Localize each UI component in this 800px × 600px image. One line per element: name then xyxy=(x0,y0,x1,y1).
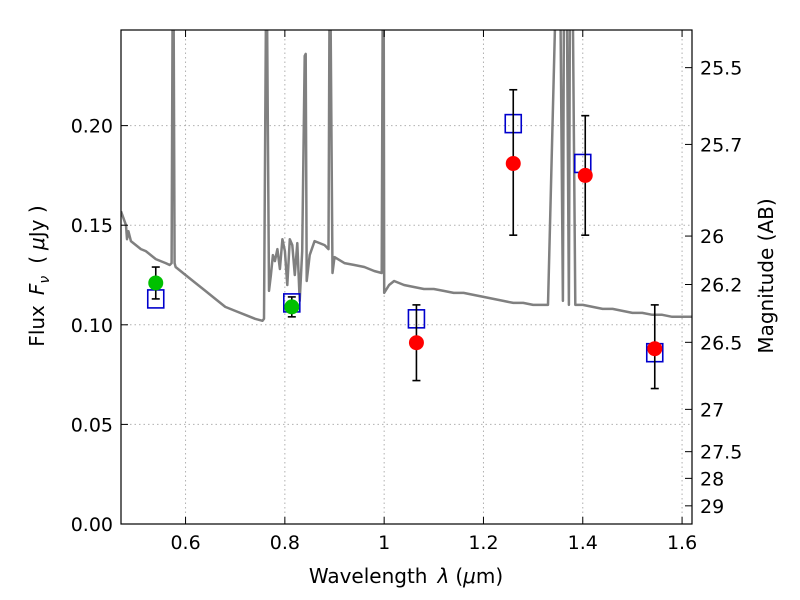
y-tick-label: 0.05 xyxy=(71,414,113,436)
y-axis-ticks: 0.00 0.05 0.10 0.15 0.20 xyxy=(71,116,128,536)
observed-photometry-point xyxy=(408,335,424,351)
sed-model-line xyxy=(121,30,692,323)
right-tick-label: 26.2 xyxy=(700,275,742,297)
right-tick-label: 25.5 xyxy=(700,58,742,80)
x-tick-label: 0.6 xyxy=(170,532,200,554)
x-axis-label: Wavelength λ (μm) xyxy=(309,564,503,588)
optical-photometry-point xyxy=(148,275,164,291)
right-tick-label: 25.7 xyxy=(700,134,742,156)
right-tick-label: 26 xyxy=(700,226,724,248)
observed-photometry-point xyxy=(505,155,521,171)
optical-photometry-point xyxy=(284,299,300,315)
x-tick-label: 1.6 xyxy=(667,532,697,554)
right-tick-label: 27 xyxy=(700,399,724,421)
y-tick-label: 0.15 xyxy=(71,215,113,237)
right-tick-label: 29 xyxy=(700,496,724,518)
y-axis-label: FluxFν(μJy ) xyxy=(25,205,53,346)
right-tick-label: 28 xyxy=(700,468,724,490)
y-tick-label: 0.20 xyxy=(71,116,113,138)
x-tick-label: 1 xyxy=(378,532,390,554)
right-tick-label: 27.5 xyxy=(700,442,742,464)
x-tick-label: 1.4 xyxy=(568,532,598,554)
observed-photometry-point xyxy=(647,341,663,357)
marker-layer xyxy=(146,88,664,390)
x-tick-label: 0.8 xyxy=(270,532,300,554)
axes-layer xyxy=(120,29,693,525)
right-axis-ticks: 25.5 25.7 26 26.2 26.5 27 27.5 28 29 xyxy=(685,58,742,518)
x-tick-label: 1.2 xyxy=(468,532,498,554)
plot-frame xyxy=(120,29,693,525)
right-tick-label: 26.5 xyxy=(700,332,742,354)
model-layer xyxy=(121,30,692,323)
y-tick-label: 0.10 xyxy=(71,315,113,337)
grid-lines xyxy=(121,30,692,525)
observed-photometry-point xyxy=(577,167,593,183)
y-tick-label: 0.00 xyxy=(71,514,113,536)
right-axis-label: Magnitude (AB) xyxy=(754,198,778,353)
x-axis-ticks: 0.6 0.8 1 1.2 1.4 1.6 xyxy=(170,30,697,554)
